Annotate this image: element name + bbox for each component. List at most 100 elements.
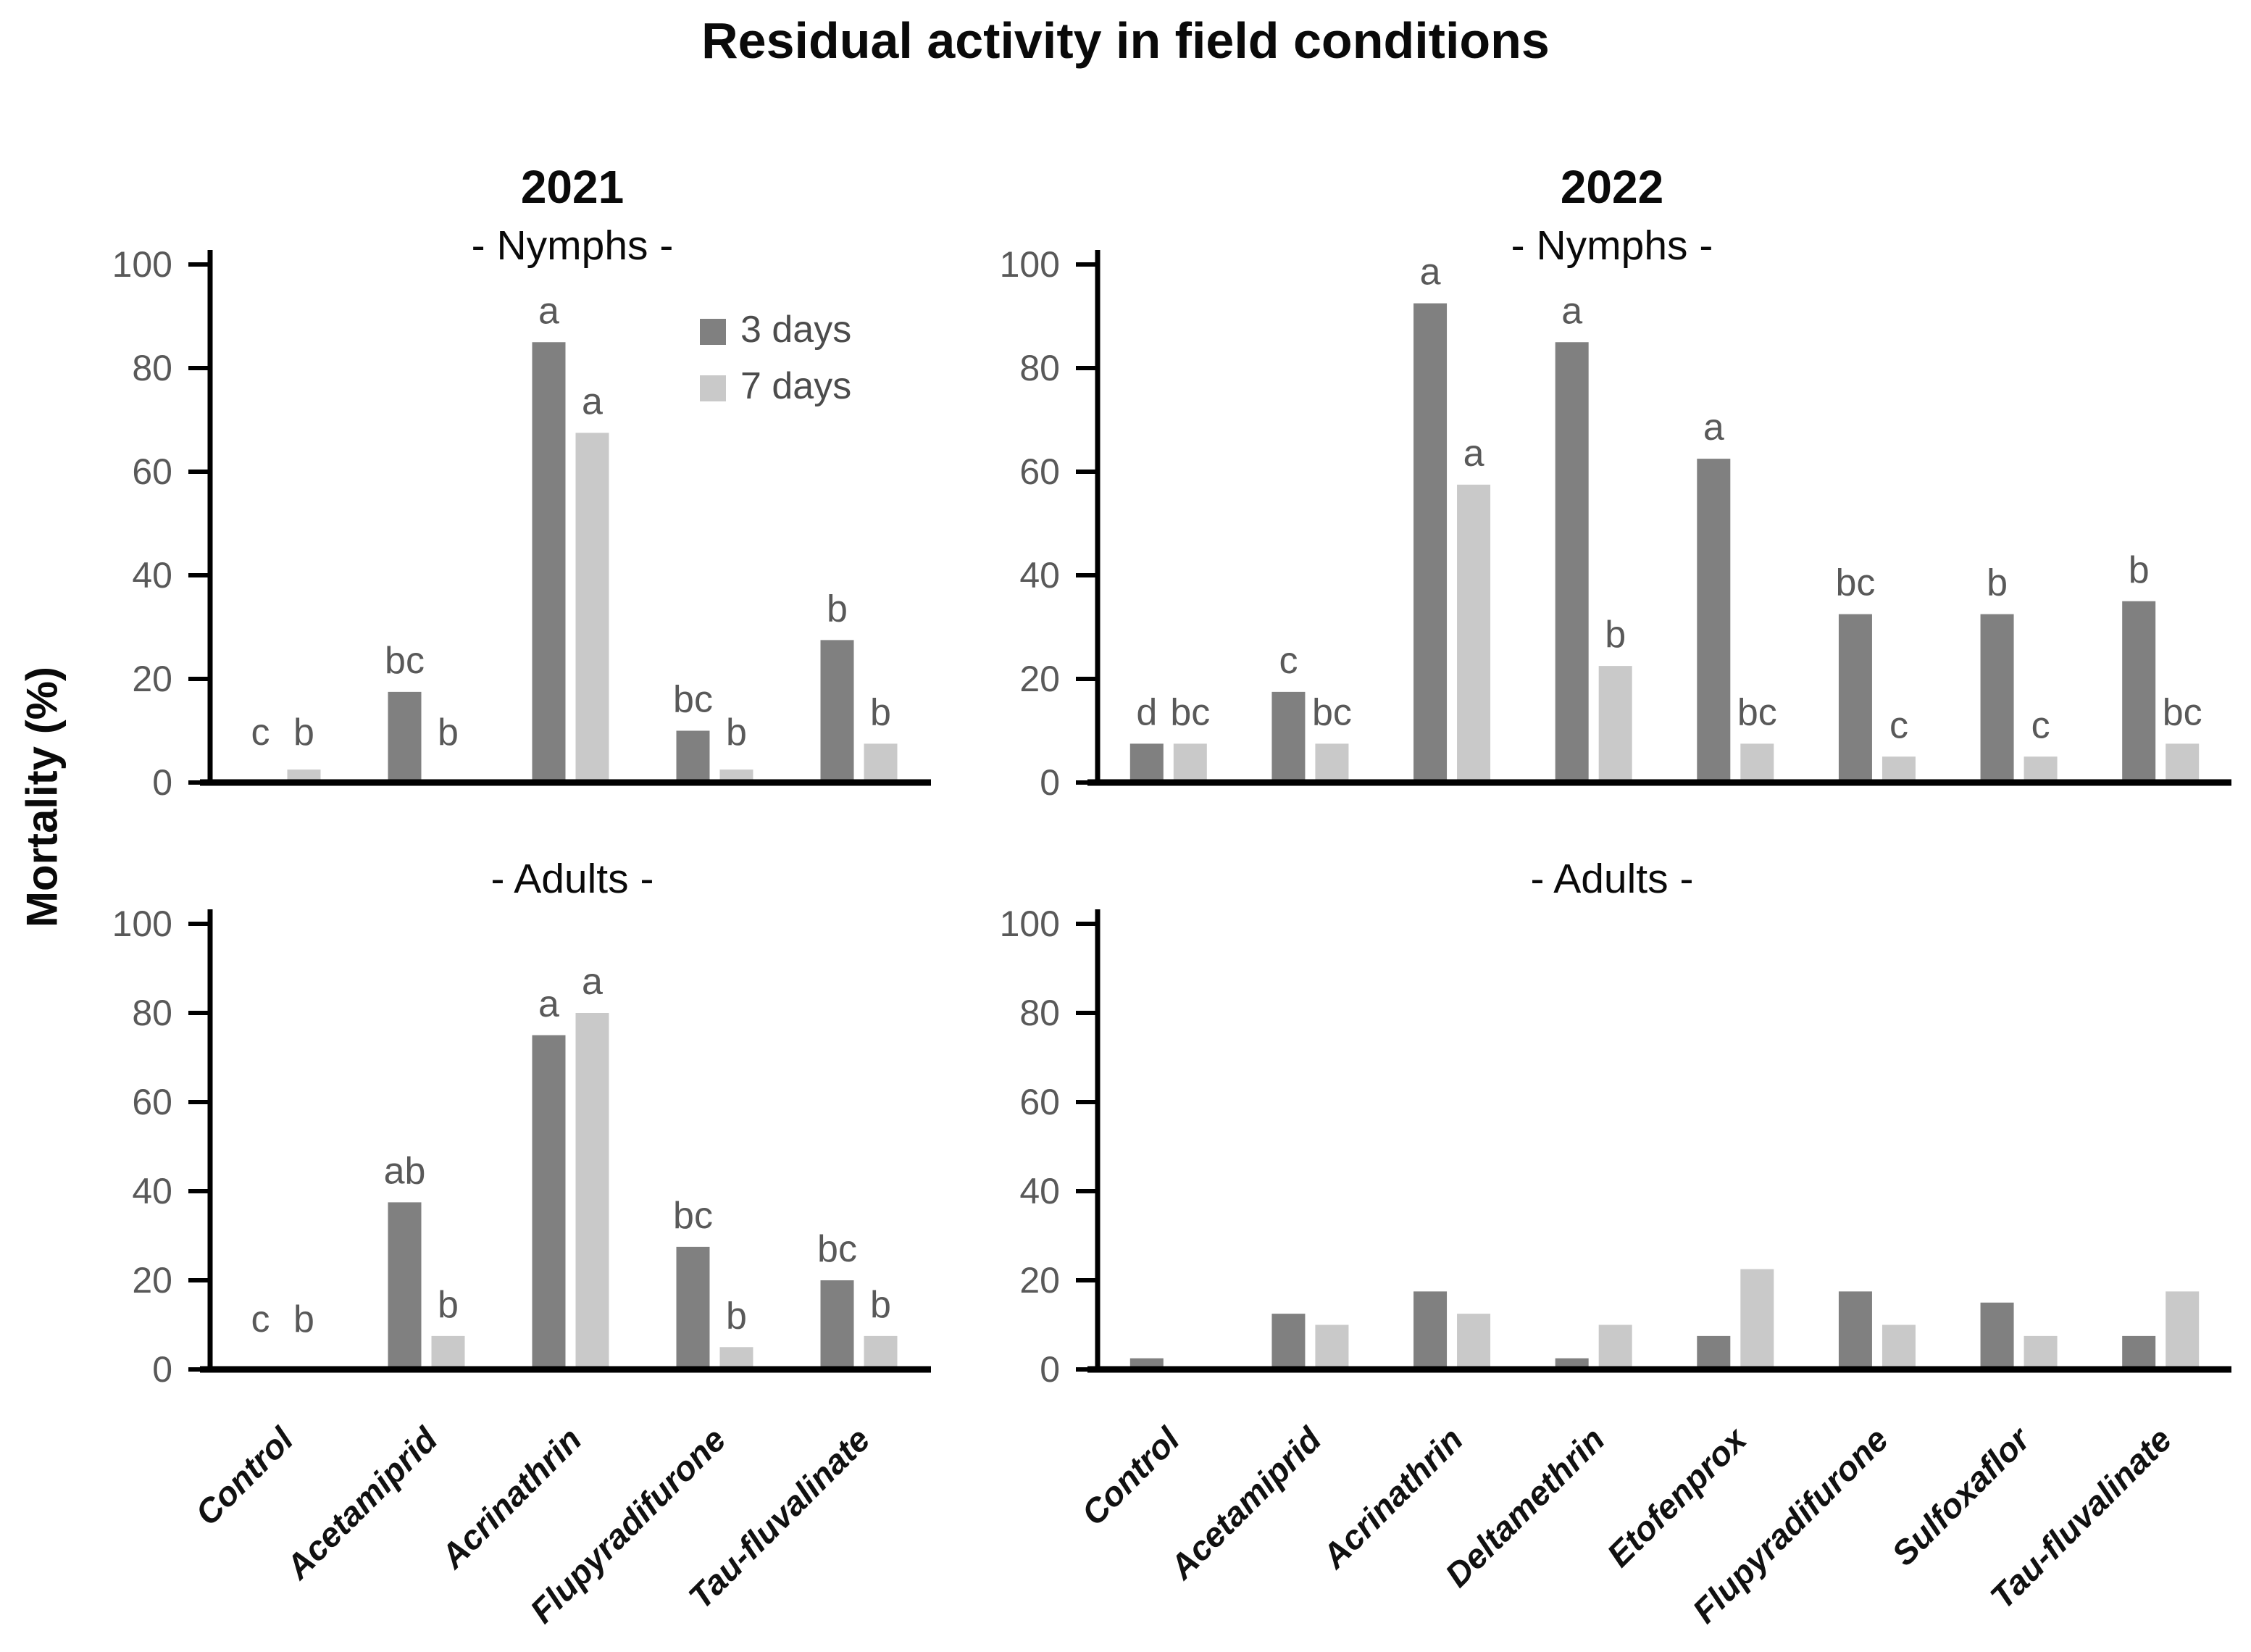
y-tick-label: 100 [112,244,172,285]
bar-3days-tau-fluvalinate [2122,1335,2156,1369]
y-tick-label: 20 [1019,659,1060,699]
sig-letter: b [293,1298,314,1340]
bar-3days-acetamiprid [1271,691,1306,783]
bar-3days-acetamiprid [388,691,422,783]
bar-3days-etofenprox [1697,1335,1731,1369]
bar-7days-flupyradifurone [1882,1324,1916,1369]
sig-letter: bc [1835,562,1875,604]
sig-letter: bc [673,1195,713,1237]
sig-letter: a [1420,251,1441,293]
sig-letter: bc [673,679,713,721]
sig-letter: b [726,1295,747,1337]
y-tick-label: 20 [132,1260,172,1301]
bar-3days-acrinathrin [532,342,566,783]
sig-letter: b [726,712,747,754]
bar-3days-control [1129,743,1164,783]
x-category-label: Acetamiprid [1161,1419,1329,1587]
bar-3days-tau-fluvalinate [820,640,854,783]
sig-letter: a [1463,433,1484,475]
bar-3days-deltamethrin [1555,342,1589,783]
bar-7days-acetamiprid [1315,1324,1349,1369]
sig-letter: bc [817,1228,857,1270]
sig-letter: b [1605,614,1626,656]
bar-3days-flupyradifurone [676,1246,710,1369]
panel-year-title: 2022 [1561,161,1663,213]
panel-subtitle: - Adults - [1531,856,1694,902]
bar-3days-acetamiprid [388,1202,422,1369]
bar-7days-control [1173,743,1207,783]
bar-3days-flupyradifurone [1838,1291,1872,1369]
bar-3days-tau-fluvalinate [820,1280,854,1369]
sig-letter: b [2129,549,2150,591]
bar-7days-acrinathrin [575,1013,609,1369]
bar-7days-sulfoxaflor [2024,1335,2058,1369]
bar-7days-deltamethrin [1598,1324,1632,1369]
y-tick-label: 20 [132,659,172,699]
bar-3days-acrinathrin [1413,303,1448,783]
bar-7days-acetamiprid [1315,743,1349,783]
y-tick-label: 100 [1000,904,1060,944]
bar-7days-sulfoxaflor [2024,756,2058,783]
y-tick-label: 80 [1019,993,1060,1033]
bar-7days-deltamethrin [1598,666,1632,783]
y-tick-label: 40 [132,1171,172,1211]
x-category-label: Acetamiprid [277,1419,445,1587]
bar-3days-flupyradifurone [676,730,710,783]
y-tick-label: 20 [1019,1260,1060,1301]
y-tick-label: 60 [1019,1082,1060,1122]
panel-subtitle: - Nymphs - [472,222,674,269]
x-category-label: Control [1074,1419,1187,1532]
bar-7days-etofenprox [1740,743,1774,783]
sig-letter: a [582,961,603,1003]
bar-7days-etofenprox [1740,1269,1774,1369]
bar-3days-acetamiprid [1271,1314,1306,1369]
x-category-label: Acrinathrin [433,1420,588,1576]
x-category-label: Etofenprox [1600,1419,1755,1574]
sig-letter: a [1703,406,1724,449]
bar-7days-tau-fluvalinate [864,1335,898,1369]
bar-3days-flupyradifurone [1838,614,1872,783]
x-category-label: Control [188,1419,301,1532]
y-tick-label: 60 [132,451,172,492]
bar-7days-acrinathrin [1457,484,1491,783]
bar-7days-flupyradifurone [1882,756,1916,783]
sig-letter: a [538,290,559,332]
bar-3days-etofenprox [1697,459,1731,783]
sig-letter: bc [1737,691,1777,733]
panel-subtitle: - Adults - [491,856,654,902]
sig-letter: b [870,691,891,733]
legend-swatch-3days [700,319,726,345]
legend-swatch-7days [700,375,726,401]
bar-7days-tau-fluvalinate [2166,743,2200,783]
bar-7days-flupyradifurone [719,1347,753,1369]
sig-letter: b [438,712,459,754]
sig-letter: b [1987,562,2008,604]
sig-letter: b [827,588,848,630]
sig-letter: b [438,1284,459,1326]
sig-letter: bc [1170,691,1210,733]
sig-letter: ab [384,1150,426,1192]
bar-7days-acetamiprid [431,1335,465,1369]
y-tick-label: 80 [132,993,172,1033]
legend-label: 7 days [740,365,851,407]
sig-letter: bc [2163,691,2202,733]
x-category-label: Sulfoxaflor [1884,1419,2039,1573]
y-tick-label: 80 [1019,348,1060,388]
y-tick-label: 0 [152,762,172,803]
sig-letter: c [2031,704,2050,746]
bar-7days-tau-fluvalinate [2166,1291,2200,1369]
sig-letter: c [1279,640,1298,682]
y-tick-label: 100 [112,904,172,944]
y-tick-label: 40 [132,555,172,596]
sig-letter: bc [1312,691,1352,733]
panel-subtitle: - Nymphs - [1511,222,1713,269]
x-category-label: Acrinathrin [1314,1420,1470,1576]
y-tick-label: 0 [1040,762,1060,803]
bar-3days-tau-fluvalinate [2122,601,2156,783]
y-tick-label: 100 [1000,244,1060,285]
sig-letter: c [251,712,270,754]
